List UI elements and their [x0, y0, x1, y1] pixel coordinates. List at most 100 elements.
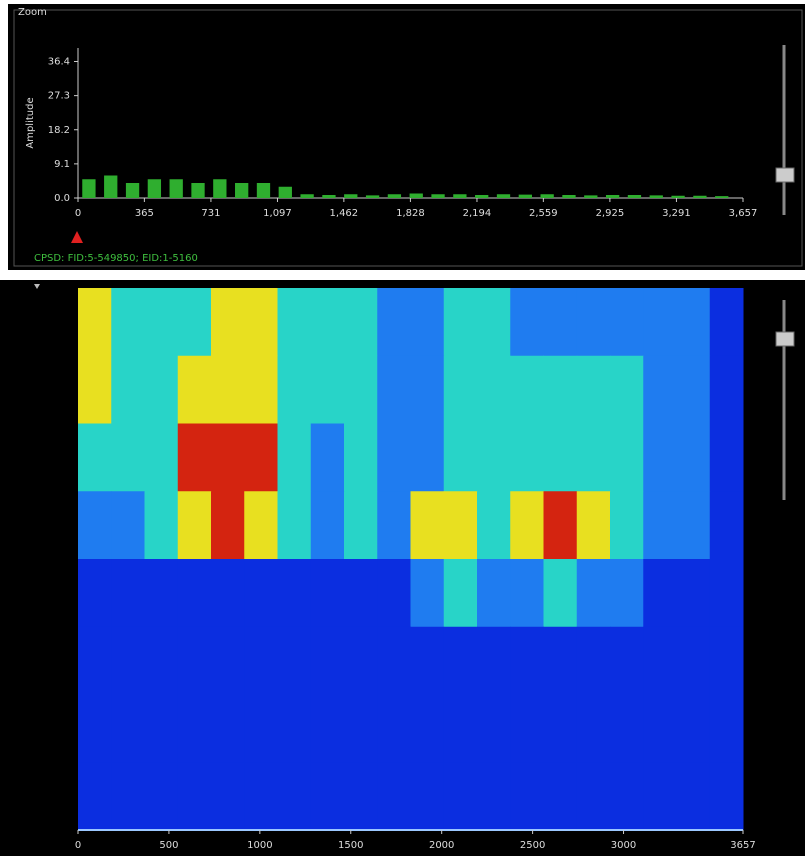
bar: [715, 196, 729, 198]
slider-thumb[interactable]: [775, 167, 795, 183]
heat-cell: [244, 559, 278, 628]
heat-cell: [709, 559, 744, 628]
heat-cell: [643, 423, 677, 492]
x-tick-label: 3657: [730, 840, 755, 851]
heat-cell: [576, 355, 611, 424]
heat-cell: [443, 762, 478, 831]
heat-cell: [709, 288, 744, 357]
heat-cell: [676, 288, 711, 357]
heat-cell: [277, 626, 312, 695]
heat-cell: [277, 288, 312, 357]
heat-cell: [443, 491, 478, 560]
heat-cell: [709, 491, 744, 560]
heat-cell: [543, 491, 578, 560]
x-tick-label: 731: [201, 208, 220, 219]
bar: [649, 195, 663, 198]
heat-cell: [177, 288, 212, 357]
x-tick-label: 0: [75, 840, 81, 851]
heat-cell: [244, 423, 278, 492]
bar: [169, 179, 183, 198]
bar: [605, 195, 620, 198]
bar: [431, 194, 445, 198]
heat-cell: [78, 491, 112, 560]
x-tick-label: 1,828: [396, 208, 425, 219]
heat-cell: [643, 288, 677, 357]
heat-cell: [377, 423, 411, 492]
bar: [627, 195, 642, 198]
heat-cell: [610, 559, 644, 628]
heat-cell: [177, 694, 212, 763]
heat-cell: [443, 355, 478, 424]
x-tick-label: 2,194: [463, 208, 492, 219]
x-tick-label: 3,657: [729, 208, 758, 219]
heat-cell: [177, 491, 212, 560]
heat-cell: [111, 355, 145, 424]
heat-cell: [78, 423, 112, 492]
zoom-panel: [8, 4, 805, 270]
heat-cell: [244, 694, 278, 763]
y-tick-label: 18.2: [48, 125, 70, 136]
x-tick-label: 3000: [611, 840, 636, 851]
heat-cell: [610, 762, 644, 831]
heat-cell: [78, 288, 112, 357]
heat-cell: [310, 559, 345, 628]
heat-cell: [244, 491, 278, 560]
heat-cell: [377, 288, 411, 357]
heat-cell: [78, 762, 112, 831]
bar: [82, 179, 96, 198]
x-tick-label: 1,097: [263, 208, 292, 219]
slider-thumb[interactable]: [775, 331, 795, 347]
heat-cell: [543, 288, 578, 357]
heat-cell: [377, 355, 411, 424]
heat-cell: [211, 559, 245, 628]
collapse-arrow[interactable]: [34, 284, 40, 289]
heat-cell: [211, 355, 245, 424]
heat-cell: [277, 694, 312, 763]
heat-cell: [277, 762, 312, 831]
y-tick-label: 27.3: [48, 91, 70, 102]
bar: [235, 183, 249, 198]
heat-cell: [144, 491, 179, 560]
bar: [256, 183, 271, 198]
heat-cell: [144, 288, 179, 357]
x-tick-label: 3,291: [662, 208, 691, 219]
bar: [344, 194, 358, 198]
heat-cell: [477, 423, 511, 492]
bar: [213, 179, 227, 198]
heat-cell: [410, 423, 445, 492]
bar: [475, 195, 489, 198]
heat-cell: [244, 762, 278, 831]
heat-cell: [510, 626, 544, 695]
heat-cell: [643, 762, 677, 831]
heat-cell: [211, 288, 245, 357]
heat-cell: [643, 694, 677, 763]
heat-cell: [144, 694, 179, 763]
heat-cell: [443, 559, 478, 628]
heat-cell: [477, 626, 511, 695]
heat-cell: [410, 626, 445, 695]
bar: [300, 194, 314, 198]
x-tick-label: 2000: [429, 840, 454, 851]
heat-cell: [211, 626, 245, 695]
x-tick-label: 1,462: [330, 208, 359, 219]
heat-cell: [676, 694, 711, 763]
bar: [693, 195, 707, 198]
heat-cell: [111, 626, 145, 695]
heat-cell: [211, 762, 245, 831]
heat-cell: [144, 355, 179, 424]
heat-cell: [344, 491, 378, 560]
heat-cell: [543, 762, 578, 831]
heat-cell: [443, 626, 478, 695]
bar: [365, 195, 380, 198]
heat-cell: [277, 491, 312, 560]
bar: [278, 186, 292, 198]
bar: [584, 195, 598, 198]
heat-cell: [177, 626, 212, 695]
heat-cell: [510, 559, 544, 628]
heat-cell: [510, 491, 544, 560]
heat-cell: [643, 559, 677, 628]
heat-cell: [377, 626, 411, 695]
heat-cell: [177, 355, 212, 424]
heat-cell: [111, 694, 145, 763]
